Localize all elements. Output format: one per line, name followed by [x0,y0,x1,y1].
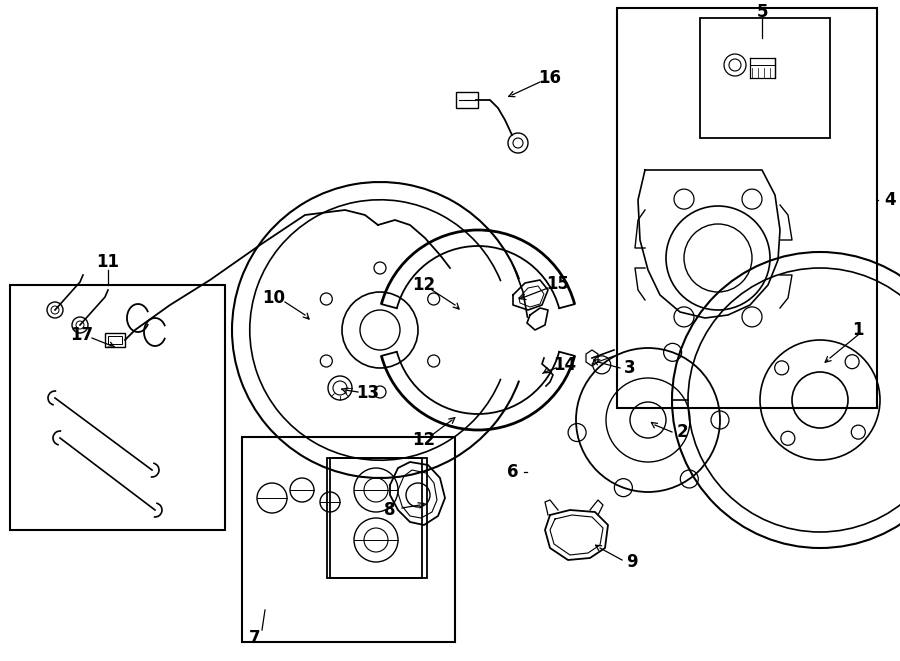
Text: 16: 16 [538,69,562,87]
Text: 1: 1 [852,321,864,339]
Text: 12: 12 [412,431,436,449]
Text: 3: 3 [625,359,635,377]
Bar [617,8,877,408]
Text: 8: 8 [384,501,396,519]
Text: 15: 15 [546,275,570,293]
Bar [456,92,478,108]
Bar [10,285,225,530]
Bar [108,336,122,344]
Text: 10: 10 [263,289,285,307]
Text: 13: 13 [356,384,380,402]
Text: 4: 4 [884,191,896,209]
Text: 17: 17 [70,326,94,344]
Bar [327,458,427,578]
Text: 2: 2 [676,423,688,441]
Text: 6: 6 [508,463,518,481]
Text: 12: 12 [412,276,436,294]
Text: 9: 9 [626,553,638,571]
Text: 11: 11 [96,253,120,271]
Text: 7: 7 [249,629,261,647]
Bar [242,437,455,642]
Text: 5: 5 [756,3,768,21]
Bar [700,18,830,138]
Text: 14: 14 [554,356,577,374]
Bar [105,333,125,347]
